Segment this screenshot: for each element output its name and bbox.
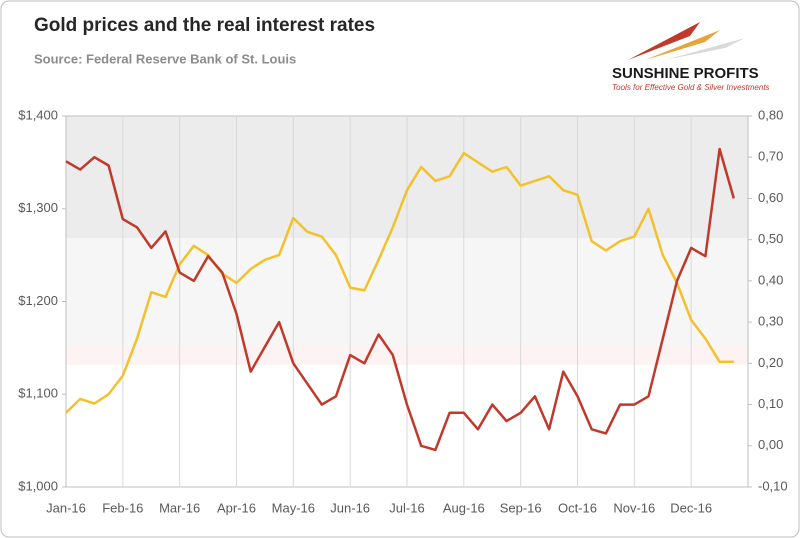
x-tick-label: Jul-16 [389,500,424,515]
y-tick-label: $1,300 [18,200,58,215]
y2-tick-label: 0,20 [758,355,783,370]
y2-tick-label: 0,10 [758,396,783,411]
chart-title: Gold prices and the real interest rates [34,15,375,36]
y2-tick-label: 0,00 [758,437,783,452]
logo-tagline: Tools for Effective Gold & Silver Invest… [612,83,770,92]
y2-tick-label: 0,40 [758,272,783,287]
x-tick-label: Mar-16 [159,500,200,515]
x-tick-label: Apr-16 [217,500,256,515]
chart-subtitle: Source: Federal Reserve Bank of St. Loui… [34,51,296,66]
y-tick-label: $1,400 [18,107,58,122]
x-tick-label: Feb-16 [102,500,143,515]
x-tick-label: Nov-16 [613,500,655,515]
logo-text: SUNSHINE PROFITS [612,65,759,82]
x-tick-label: Jan-16 [46,500,86,515]
line-series [65,147,736,452]
y-tick-label: $1,000 [18,478,58,493]
y2-tick-label: 0,80 [758,107,783,122]
x-tick-label: Dec-16 [670,500,712,515]
line-series [65,151,734,414]
x-tick-label: Aug-16 [443,500,485,515]
x-tick-label: Sep-16 [500,500,542,515]
y2-tick-label: 0,70 [758,149,783,164]
logo-mark [628,22,745,60]
y-tick-label: $1,100 [18,386,58,401]
y2-tick-label: -0,10 [758,478,788,493]
y-tick-label: $1,200 [18,293,58,308]
x-tick-label: Jun-16 [330,500,370,515]
y2-tick-label: 0,30 [758,314,783,329]
x-tick-label: May-16 [272,500,315,515]
y2-tick-label: 0,60 [758,190,783,205]
y2-tick-label: 0,50 [758,231,783,246]
x-tick-label: Oct-16 [558,500,597,515]
